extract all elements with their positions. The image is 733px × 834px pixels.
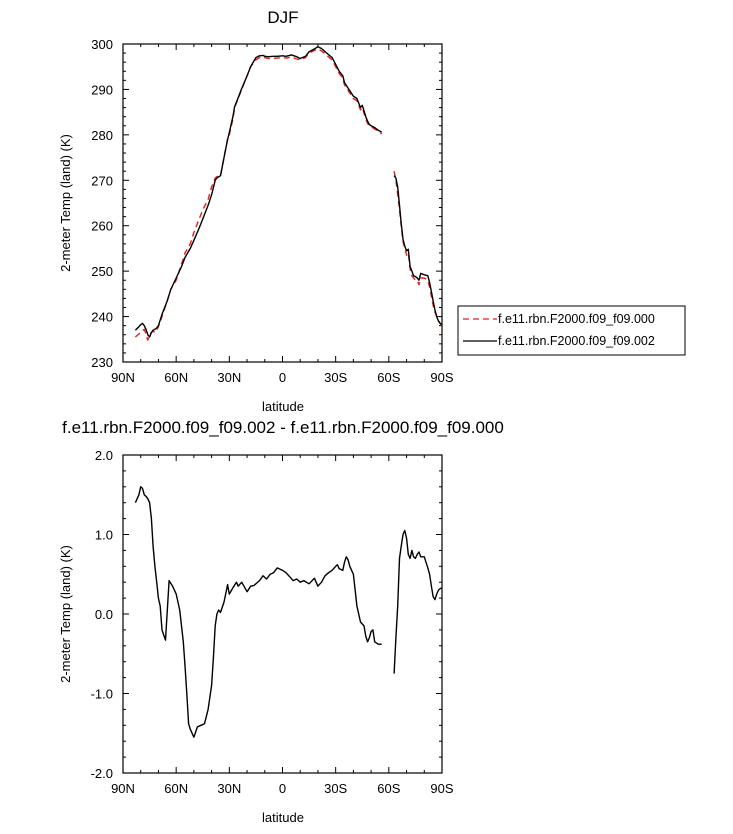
- bottom-chart-y-axis-label: 2-meter Temp (land) (K): [58, 545, 73, 683]
- top-chart-title: DJF: [267, 8, 298, 27]
- legend-label-series-1: f.e11.rbn.F2000.f09_f09.000: [498, 312, 655, 326]
- top-chart-y-tick-label: 280: [91, 128, 113, 143]
- top-chart-y-tick-label: 270: [91, 173, 113, 188]
- top-chart-series-2-line-segment-1: [134, 46, 383, 338]
- legend-box: [457, 305, 686, 356]
- top-chart-y-tick-label: 290: [91, 82, 113, 97]
- legend: f.e11.rbn.F2000.f09_f09.000 f.e11.rbn.F2…: [457, 305, 686, 356]
- top-chart-y-tick-label: 240: [91, 310, 113, 325]
- top-chart-x-tick-label: 60S: [377, 370, 400, 385]
- bottom-chart-x-tick-label: 60N: [164, 781, 188, 796]
- bottom-chart-y-tick-label: 2.0: [95, 448, 113, 463]
- bottom-chart-plot-frame: [122, 454, 443, 774]
- top-chart-x-tick-label: 30S: [324, 370, 347, 385]
- top-chart-plot-frame: [122, 43, 443, 363]
- top-chart-y-axis-label: 2-meter Temp (land) (K): [58, 134, 73, 272]
- top-chart-x-tick-label: 90S: [430, 370, 453, 385]
- top-chart-series: [134, 46, 443, 341]
- top-chart-x-tick-label: 30N: [217, 370, 241, 385]
- top-chart-y-tick-label: 300: [91, 37, 113, 52]
- top-chart-y-tick-label: 250: [91, 264, 113, 279]
- bottom-chart-ticks: 90N 60N 30N 0 30S 60S 90S -2.0 -1.0 0.0 1.0 2.0: [91, 448, 454, 796]
- top-chart-series-1-line-segment-2: [393, 171, 443, 327]
- bottom-chart-series: [134, 486, 443, 738]
- top-chart-series-1-line-segment-1: [134, 48, 383, 341]
- top-chart-x-tick-label: 0: [279, 370, 286, 385]
- bottom-chart-x-tick-label: 90N: [111, 781, 135, 796]
- top-chart-panel: DJF 90N 60N 30N 0 30S 60S 90S 230 240 250 260 270 28…: [58, 8, 454, 414]
- bottom-chart-x-tick-label: 30N: [217, 781, 241, 796]
- bottom-chart-y-tick-label: 1.0: [95, 528, 113, 543]
- top-chart-x-axis-label: latitude: [262, 399, 304, 414]
- bottom-chart-x-tick-label: 90S: [430, 781, 453, 796]
- top-chart-x-tick-label: 90N: [111, 370, 135, 385]
- bottom-chart-y-tick-label: -1.0: [91, 687, 113, 702]
- bottom-chart-series-1-line-segment-2: [393, 529, 443, 674]
- bottom-chart-y-tick-label: 0.0: [95, 607, 113, 622]
- top-chart-ticks: 90N 60N 30N 0 30S 60S 90S 230 240 250 260 270 280 290…: [91, 37, 454, 385]
- bottom-chart-title: f.e11.rbn.F2000.f09_f09.002 - f.e11.rbn.…: [62, 418, 504, 437]
- bottom-chart-x-axis-label: latitude: [262, 810, 304, 825]
- bottom-chart-x-tick-label: 30S: [324, 781, 347, 796]
- top-chart-y-tick-label: 230: [91, 355, 113, 370]
- top-chart-y-tick-label: 260: [91, 219, 113, 234]
- bottom-chart-x-tick-label: 0: [279, 781, 286, 796]
- bottom-chart-panel: f.e11.rbn.F2000.f09_f09.002 - f.e11.rbn.…: [58, 418, 504, 825]
- top-chart-x-tick-label: 60N: [164, 370, 188, 385]
- bottom-chart-y-tick-label: -2.0: [91, 766, 113, 781]
- legend-label-series-2: f.e11.rbn.F2000.f09_f09.002: [498, 334, 655, 348]
- bottom-chart-series-1-line-segment-1: [134, 486, 382, 738]
- top-chart-series-2-line-segment-2: [393, 175, 443, 326]
- bottom-chart-x-tick-label: 60S: [377, 781, 400, 796]
